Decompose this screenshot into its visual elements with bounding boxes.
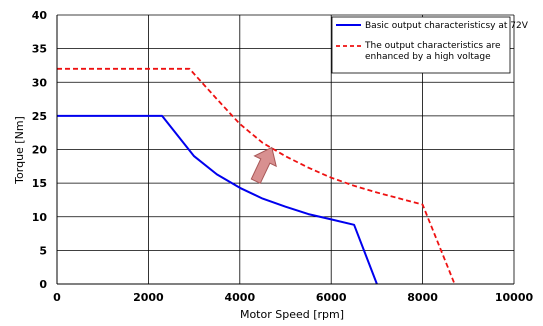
y-tick-label: 0 (39, 278, 47, 291)
x-tick-label: 6000 (316, 291, 347, 304)
y-tick-label: 35 (32, 43, 47, 56)
x-axis-title: Motor Speed [rpm] (240, 308, 344, 321)
series-line-enhanced-output (57, 67, 456, 285)
x-tick-label: 10000 (495, 291, 534, 304)
legend-label-line: The output characteristics are (364, 41, 501, 51)
x-tick-label: 4000 (224, 291, 255, 304)
improvement-arrow (250, 146, 277, 184)
legend-label-basic-output: Basic output characteristicsy at 72V (365, 21, 529, 31)
y-tick-label: 5 (39, 244, 47, 257)
y-tick-label: 15 (32, 177, 47, 190)
annotation-layer (250, 146, 277, 184)
y-tick-label: 20 (32, 144, 48, 157)
legend-box (331, 16, 511, 74)
y-tick-labels: 0 5 10 15 20 25 30 35 40 (32, 9, 48, 291)
y-tick-label: 30 (32, 76, 48, 89)
x-tick-label: 8000 (407, 291, 438, 304)
y-axis-title: Torque [Nm] (13, 116, 26, 185)
axes-frame (56, 15, 514, 285)
x-tick-labels: 0 2000 4000 6000 8000 10000 (53, 291, 533, 304)
y-tick-label: 10 (32, 211, 48, 224)
y-tick-label: 40 (32, 9, 48, 22)
y-tick-label: 25 (32, 110, 47, 123)
x-tick-label: 0 (53, 291, 61, 304)
series-line-basic-output (57, 114, 378, 285)
horizontal-gridlines (57, 14, 514, 251)
legend: Basic output characteristicsy at 72V The… (331, 16, 529, 74)
legend-label-enhanced-output: The output characteristics are enhanced b… (364, 41, 501, 62)
legend-label-line: enhanced by a high voltage (365, 52, 491, 62)
series-layer (57, 67, 456, 285)
x-tick-label: 2000 (133, 291, 164, 304)
